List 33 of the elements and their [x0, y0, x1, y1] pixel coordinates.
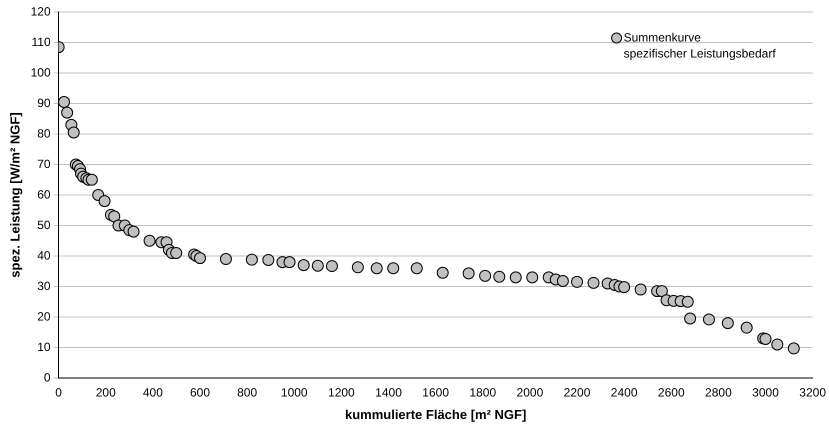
y-axis-title: spez. Leistung [W/m² NGF]: [7, 112, 22, 278]
x-tick-label: 2400: [610, 386, 638, 400]
x-tick-label: 2200: [564, 386, 591, 400]
x-tick-label: 1800: [469, 386, 496, 400]
x-tick-label: 0: [55, 386, 62, 400]
y-tick-label: 110: [31, 34, 51, 49]
x-tick-label: 1600: [422, 386, 450, 400]
x-tick-label: 600: [190, 386, 210, 400]
y-tick-label: 20: [37, 309, 51, 324]
y-tick-label: 100: [30, 65, 51, 80]
y-tick-label: 90: [37, 96, 51, 110]
x-tick-label: 3000: [752, 386, 780, 400]
x-tick-label: 1200: [328, 386, 356, 400]
x-tick-label: 2800: [705, 386, 732, 400]
y-tick-label: 80: [37, 126, 51, 140]
x-tick-label: 400: [142, 386, 164, 400]
x-tick-label: 800: [237, 386, 258, 400]
y-tick-label: 30: [37, 278, 51, 293]
y-tick-label: 60: [37, 187, 51, 202]
x-tick-label: 1400: [375, 386, 402, 400]
x-tick-label: 2000: [516, 386, 544, 400]
y-tick-label: 70: [37, 156, 51, 171]
x-tick-label: 1000: [280, 386, 308, 400]
y-tick-label: 10: [37, 340, 51, 354]
y-tick-label: 120: [30, 4, 51, 18]
x-tick-label: 3200: [799, 386, 826, 400]
y-tick-label: 40: [37, 248, 51, 262]
x-tick-label: 2600: [658, 386, 685, 400]
x-tick-label: 200: [96, 386, 116, 400]
x-axis-title: kummulierte Fläche [m² NGF]: [344, 406, 526, 422]
legend-label: Summenkurve spezifischer Leistungsbedarf: [624, 30, 776, 60]
y-tick-label: 50: [37, 218, 51, 232]
y-tick-label: 0: [44, 370, 51, 384]
